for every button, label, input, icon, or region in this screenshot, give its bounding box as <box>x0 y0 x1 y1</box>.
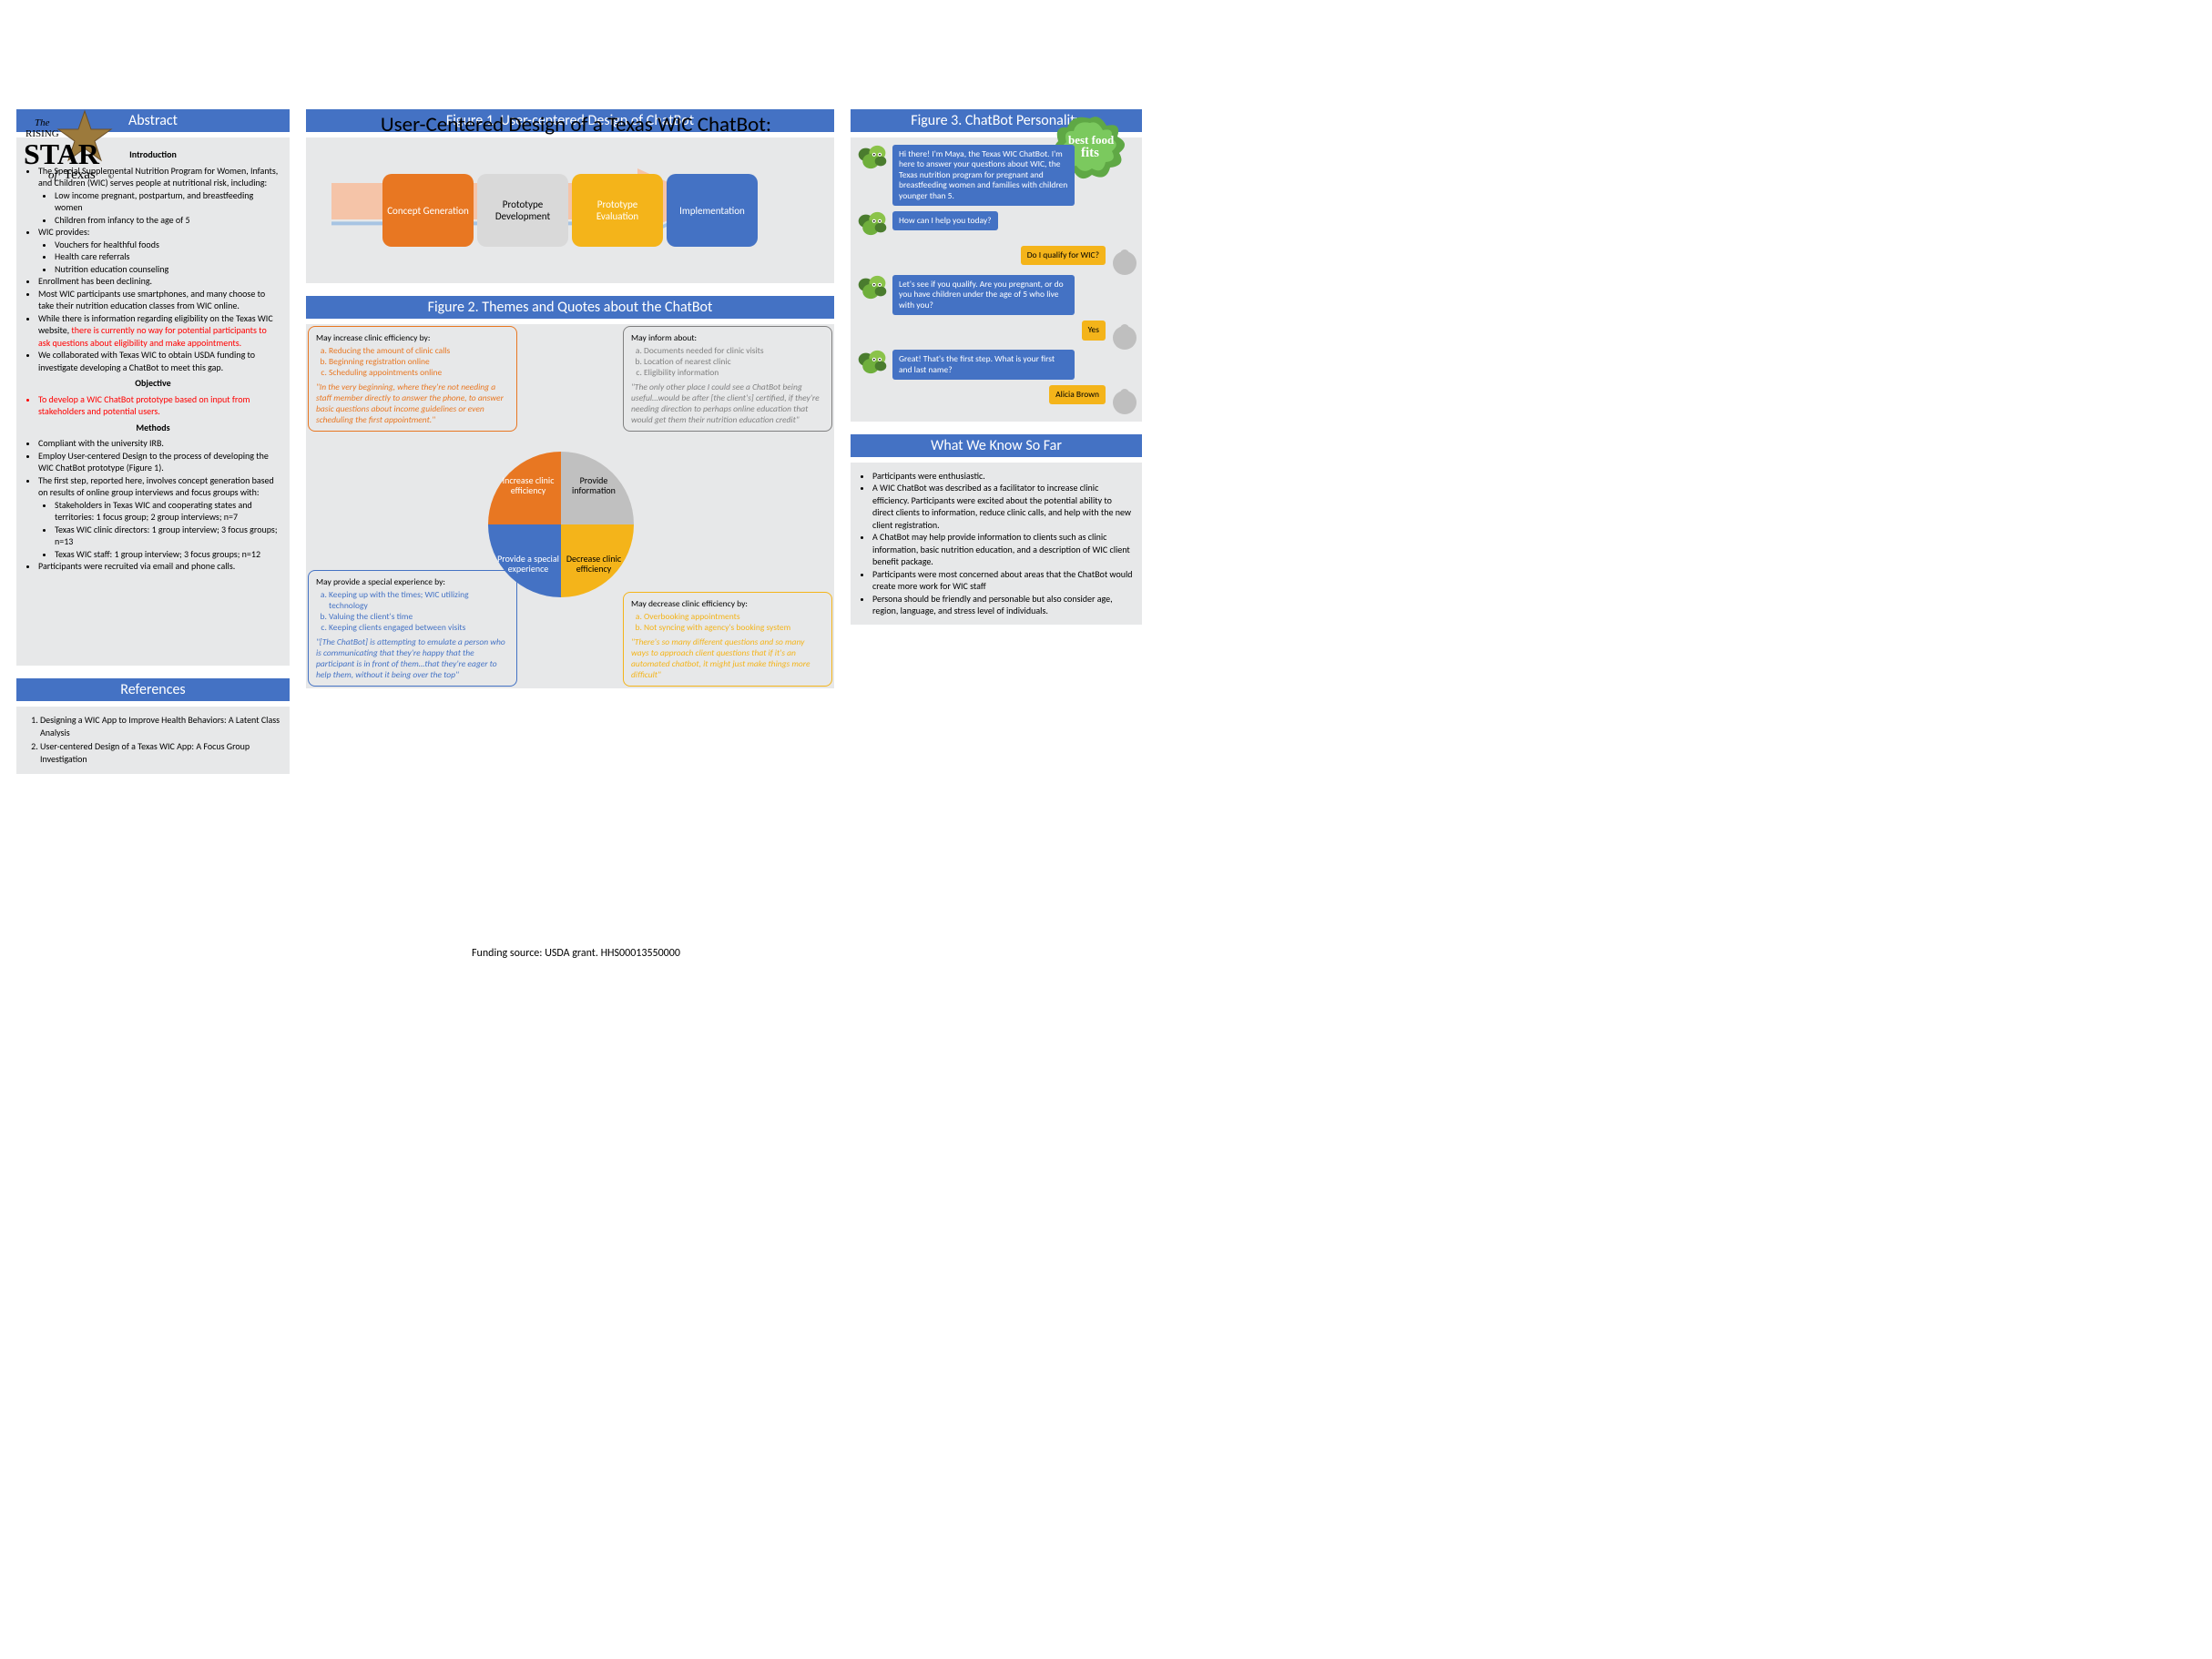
svg-text:fits: fits <box>1081 146 1099 160</box>
abstract-box: Introduction The Special Supplemental Nu… <box>16 137 290 666</box>
chat-row: Do I qualify for WIC? <box>856 246 1137 270</box>
broccoli-icon <box>856 350 889 379</box>
process-box: Prototype Development <box>477 174 568 247</box>
theme-decrease-efficiency: May decrease clinic efficiency by:Overbo… <box>623 592 832 687</box>
process-box: Concept Generation <box>382 174 474 247</box>
broccoli-icon <box>856 211 889 240</box>
user-avatar-icon <box>1113 326 1137 350</box>
theme-special-experience: May provide a special experience by:Keep… <box>308 570 517 687</box>
bot-message: How can I help you today? <box>892 211 998 230</box>
svg-text:best food: best food <box>1068 133 1115 147</box>
bot-message: Let's see if you qualify. Are you pregna… <box>892 275 1075 315</box>
chat-row: Great! That's the first step. What is yo… <box>856 350 1137 380</box>
bot-message: Hi there! I'm Maya, the Texas WIC ChatBo… <box>892 145 1075 206</box>
user-message: Alicia Brown <box>1049 385 1106 404</box>
references-header: References <box>16 678 290 701</box>
process-box: Prototype Evaluation <box>572 174 663 247</box>
know-header: What We Know So Far <box>851 434 1142 457</box>
chat-row: How can I help you today? <box>856 211 1137 240</box>
process-box: Implementation <box>667 174 758 247</box>
references-box: Designing a WIC App to Improve Health Be… <box>16 707 290 774</box>
user-avatar-icon <box>1113 391 1137 414</box>
logo-rising-star: TheRISINGSTARofTexasR <box>16 109 135 191</box>
chat-row: Yes <box>856 321 1137 344</box>
chat-row: Alicia Brown <box>856 385 1137 409</box>
user-message: Do I qualify for WIC? <box>1021 246 1106 265</box>
funding: Funding source: USDA grant. HHS000135500… <box>0 947 1152 960</box>
svg-text:The: The <box>35 117 50 128</box>
svg-text:R: R <box>109 175 112 179</box>
theme-increase-efficiency: May increase clinic efficiency by:Reduci… <box>308 326 517 432</box>
themes-pie: Increase clinic efficiency Provide infor… <box>488 452 634 597</box>
bot-message: Great! That's the first step. What is yo… <box>892 350 1075 380</box>
user-message: Yes <box>1082 321 1106 340</box>
user-avatar-icon <box>1113 251 1137 275</box>
theme-provide-info: May inform about:Documents needed for cl… <box>623 326 832 432</box>
know-box: Participants were enthusiastic.A WIC Cha… <box>851 463 1142 625</box>
svg-text:Texas: Texas <box>64 168 96 182</box>
process-flow: Concept GenerationPrototype DevelopmentP… <box>306 137 834 283</box>
broccoli-icon <box>856 275 889 304</box>
svg-text:STAR: STAR <box>24 137 100 170</box>
chat-row: Let's see if you qualify. Are you pregna… <box>856 275 1137 315</box>
themes-container: May increase clinic efficiency by:Reduci… <box>306 324 834 688</box>
fig2-header: Figure 2. Themes and Quotes about the Ch… <box>306 296 834 319</box>
